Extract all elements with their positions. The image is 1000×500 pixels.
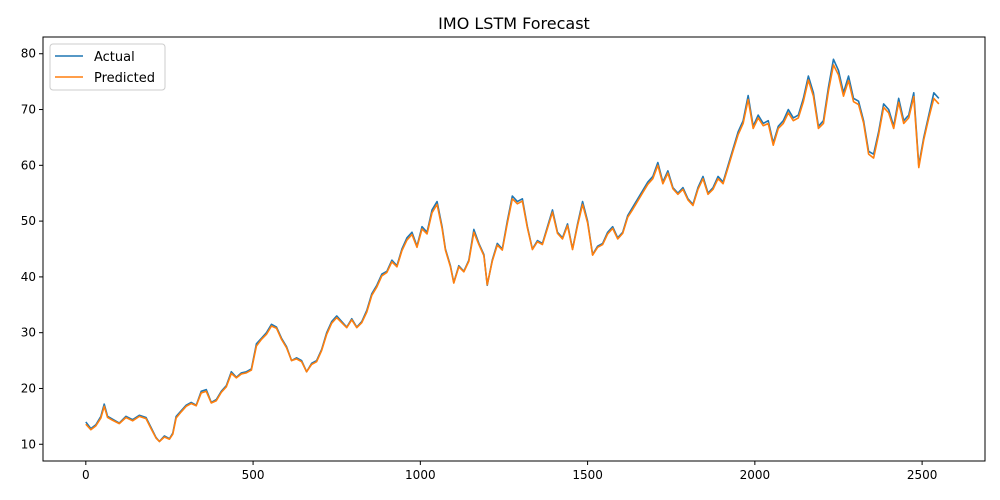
plot-area bbox=[85, 58, 940, 443]
x-tick-label: 500 bbox=[242, 468, 265, 482]
y-tick-label: 30 bbox=[21, 326, 36, 340]
x-axis: 0 500 1000 1500 2000 2500 bbox=[82, 461, 937, 482]
x-tick-label: 2000 bbox=[740, 468, 771, 482]
y-tick-label: 60 bbox=[21, 158, 36, 172]
series-line-predicted bbox=[85, 64, 940, 443]
y-tick-label: 70 bbox=[21, 103, 36, 117]
chart-title: IMO LSTM Forecast bbox=[438, 14, 590, 33]
legend: Actual Predicted bbox=[49, 43, 166, 91]
x-tick-label: 1500 bbox=[572, 468, 603, 482]
x-tick-label: 0 bbox=[82, 468, 90, 482]
y-axis: 10 20 30 40 50 60 70 80 bbox=[21, 47, 43, 451]
legend-label-actual: Actual bbox=[94, 50, 135, 65]
y-tick-label: 10 bbox=[21, 437, 36, 451]
x-tick-label: 2500 bbox=[907, 468, 938, 482]
x-tick-label: 1000 bbox=[405, 468, 436, 482]
y-tick-label: 50 bbox=[21, 214, 36, 228]
y-tick-label: 20 bbox=[21, 381, 36, 395]
axes-frame bbox=[42, 36, 986, 462]
y-tick-label: 80 bbox=[21, 47, 36, 61]
legend-label-predicted: Predicted bbox=[94, 71, 155, 86]
y-tick-label: 40 bbox=[21, 270, 36, 284]
